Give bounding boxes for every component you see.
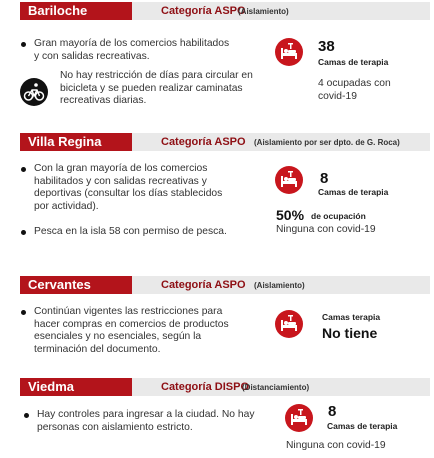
category: Categoría ASPO (161, 5, 246, 17)
city-name: Villa Regina (20, 133, 132, 151)
beds-status: Ninguna con covid-19 (286, 440, 386, 451)
beds-status: 4 ocupadas con covid-19 (318, 78, 391, 102)
bullet-dot (21, 42, 26, 47)
category: Categoría DISPO (161, 381, 250, 393)
city-name: Bariloche (20, 2, 132, 20)
category-note: (Aislamiento) (254, 281, 305, 290)
section-header: Viedma Categoría DISPO (Distanciamiento) (20, 378, 430, 396)
section-header: Bariloche Categoría ASPO (Aislamiento) (20, 2, 430, 20)
beds-count: No tiene (322, 325, 378, 341)
bullet-dot (21, 230, 26, 235)
bed-icon (275, 38, 303, 66)
section-header: Villa Regina Categoría ASPO (Aislamiento… (20, 133, 430, 151)
occupancy-value: 50% (276, 207, 305, 223)
bullet-text: Hay controles para ingresar a la ciudad.… (37, 409, 255, 433)
bullet-text: Con la gran mayoría de los comercios hab… (34, 163, 223, 212)
bed-icon (275, 166, 303, 194)
category-note: (Aislamiento por ser dpto. de G. Roca) (254, 138, 400, 147)
bullet-dot (24, 413, 29, 418)
category-note: (Aislamiento) (238, 7, 289, 16)
bed-icon (275, 310, 303, 338)
beds-count: 8 (328, 403, 337, 420)
beds-count: 38 (318, 38, 335, 55)
beds-count: 8 (320, 170, 329, 187)
category-note: (Distanciamiento) (242, 383, 310, 392)
beds-label: Camas de terapia (318, 57, 389, 67)
bullet-dot (21, 167, 26, 172)
bike-icon (20, 78, 48, 106)
bed-icon (285, 404, 313, 432)
bullet-text: Continúan vigentes las restricciones par… (34, 306, 229, 355)
beds-label: Camas terapia (322, 312, 381, 322)
beds-status: Ninguna con covid-19 (276, 224, 376, 235)
city-name: Viedma (20, 378, 132, 396)
category: Categoría ASPO (161, 136, 246, 148)
category: Categoría ASPO (161, 279, 246, 291)
beds-label: Camas de terapia (318, 187, 389, 197)
beds-label: Camas de terapia (327, 421, 398, 431)
bullet-dot (21, 310, 26, 315)
section-header: Cervantes Categoría ASPO (Aislamiento) (20, 276, 430, 294)
city-name: Cervantes (20, 276, 132, 294)
occupancy-label: de ocupación (311, 211, 366, 221)
bullet-text: Gran mayoría de los comercios habilitado… (34, 38, 230, 62)
bike-text: No hay restricción de días para circular… (60, 70, 253, 106)
bullet-text: Pesca en la isla 58 con permiso de pesca… (34, 226, 227, 237)
